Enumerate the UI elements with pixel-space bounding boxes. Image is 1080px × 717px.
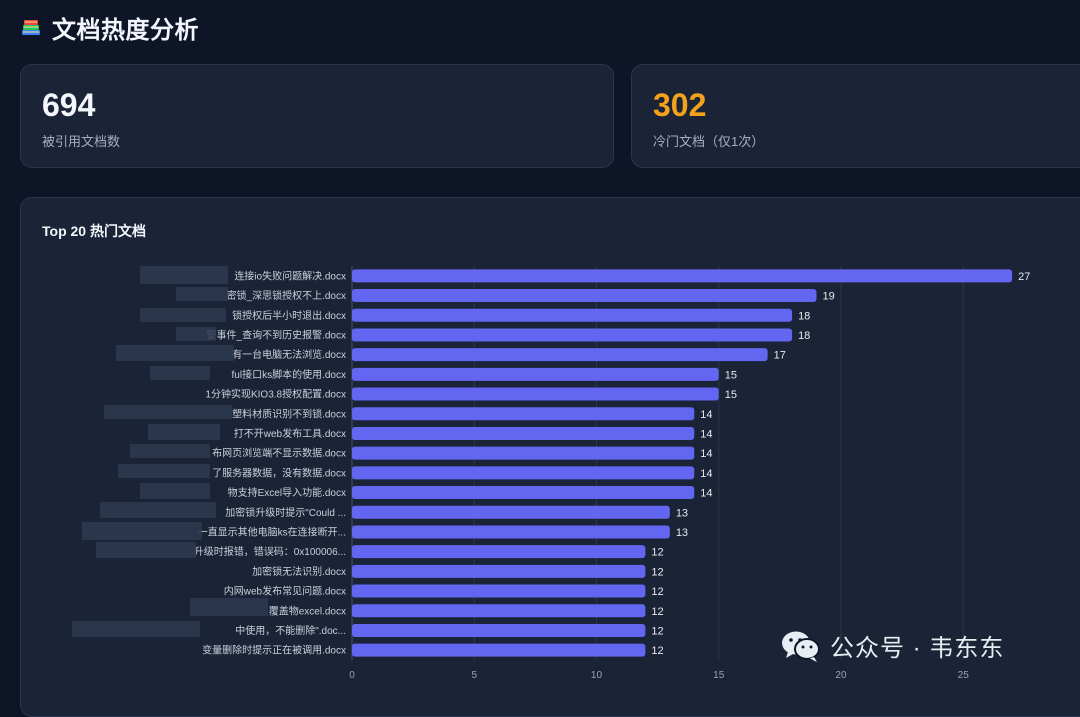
category-label: 1分钟实现KIO3.8授权配置.docx [205,388,346,401]
label-mask [140,266,228,284]
category-label: 加密锁升级时提示"Could ... [225,506,346,519]
stat-card-cold: 302 冷门文档（仅1次） [631,64,1080,168]
bar [352,446,695,460]
value-label: 15 [725,389,737,401]
value-label: 12 [651,547,663,559]
bar [352,623,646,637]
chart-title: Top 20 热门文档 [42,223,146,239]
value-label: 12 [651,566,663,578]
bar [352,308,793,322]
category-label: 中使用，不能删除".doc... [235,624,346,637]
bar [352,426,695,440]
bar [352,289,817,303]
label-mask [176,327,216,341]
label-mask [130,444,210,458]
category-label: 塑料材质识别不到锁.docx [232,407,346,420]
category-label: 升级时报错，错误码：0x100006... [194,545,346,558]
bar [352,584,646,598]
bar [352,367,719,381]
label-mask [150,366,210,380]
label-mask [72,621,200,637]
value-label: 14 [700,409,712,421]
label-mask [140,483,210,499]
category-label: 加密锁无法识别.docx [252,565,346,578]
bar [352,466,695,480]
value-label: 13 [676,527,688,539]
category-label: 了服务器数据，没有数据.docx [212,466,346,479]
bar [352,407,695,421]
value-label: 14 [700,428,712,440]
value-label: 12 [651,645,663,657]
category-label: 物支持Excel导入功能.docx [228,486,346,499]
bar [352,545,646,559]
x-tick-label: 5 [471,670,477,681]
bar [352,486,695,500]
value-label: 12 [651,586,663,598]
category-label: 覆盖物excel.docx [269,604,346,617]
value-label: 18 [798,330,810,342]
value-label: 12 [651,606,663,618]
top20-bar-chart: 0 5 10 15 20 25 连接io失败问题解决.docx 27 密锁_深思锁授权不上.do… [194,266,1030,681]
category-label: 内网web发布常见问题.docx [224,585,346,598]
bar [352,505,670,519]
value-label: 18 [798,310,810,322]
label-mask [116,345,234,361]
bar [352,604,646,618]
value-label: 12 [651,625,663,637]
value-label: 15 [725,369,737,381]
value-label: 14 [700,488,712,500]
value-label: 13 [676,507,688,519]
value-label: 14 [700,468,712,480]
label-mask [100,502,216,518]
value-label: 27 [1018,271,1030,283]
category-label: 有一台电脑无法浏览.docx [232,348,346,361]
bar [352,387,719,401]
label-mask [190,598,268,616]
label-mask [148,424,220,440]
watermark: 公众号 · 韦东东 [780,628,1004,663]
page-title: 文档热度分析 [52,16,199,44]
value-label: 14 [700,448,712,460]
bar [352,269,1013,283]
x-tick-label: 20 [835,670,847,681]
bar [352,328,793,342]
category-label: 锁授权后半小时退出.docx [232,309,346,322]
wechat-icon [782,631,820,662]
label-mask [104,405,232,419]
category-label: 警事件_查询不到历史报警.docx [207,328,346,341]
books-icon [22,20,40,35]
category-label: 布网页浏览端不显示数据.docx [212,447,346,460]
label-mask [140,308,226,322]
stat-card-referenced: 694 被引用文档数 [20,64,614,168]
label-mask [118,464,210,478]
label-mask [82,522,202,540]
referenced-count-label: 被引用文档数 [42,134,121,149]
referenced-count-value: 694 [42,87,96,123]
category-label: 打不开web发布工具.docx [234,427,346,440]
category-label: 连接io失败问题解决.docx [234,269,346,282]
page-header: 文档热度分析 [20,10,199,44]
category-label: 密锁_深思锁授权不上.docx [227,289,346,302]
value-label: 17 [774,350,786,362]
category-label: 变量删除时提示正在被调用.docx [202,644,346,657]
category-label: 一直显示其他电脑ks在连接断开... [198,525,346,538]
x-tick-label: 0 [349,670,355,681]
cold-count-label: 冷门文档（仅1次） [653,134,765,149]
label-mask [176,287,228,301]
bar [352,525,670,539]
cold-count-value: 302 [653,87,707,123]
x-tick-label: 10 [591,670,603,681]
value-label: 19 [823,291,835,303]
x-tick-label: 25 [958,670,970,681]
label-mask [96,542,196,558]
category-label: ful接口ks脚本的使用.docx [232,368,346,381]
watermark-text: 公众号 · 韦东东 [830,635,1005,662]
bar [352,643,646,657]
bar [352,564,646,578]
x-tick-label: 15 [713,670,725,681]
bar [352,348,768,362]
